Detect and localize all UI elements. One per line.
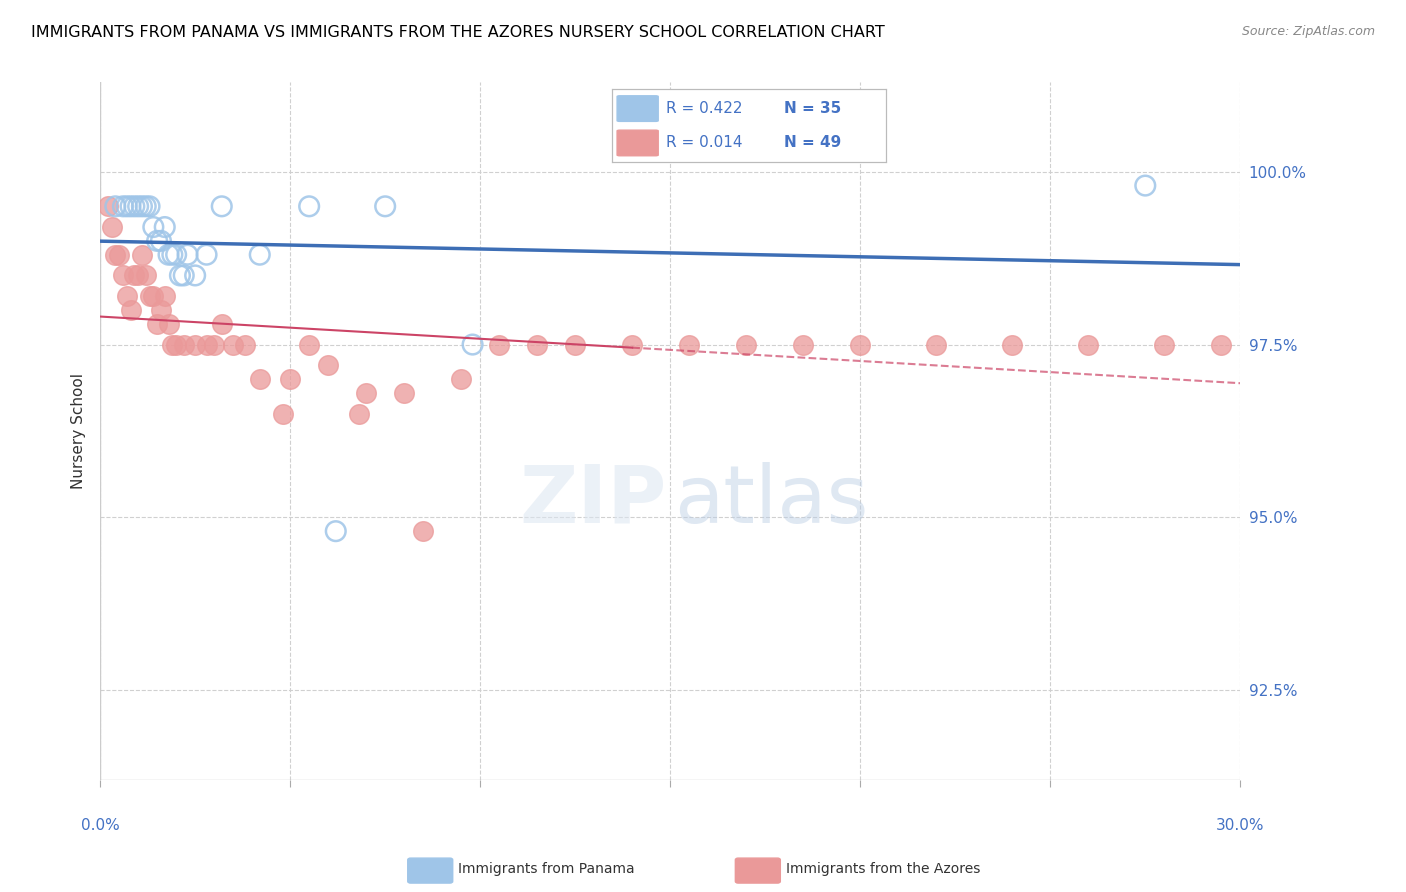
Point	[162, 337, 184, 351]
Point	[1211, 337, 1233, 351]
Point	[100, 220, 122, 235]
Point	[450, 372, 472, 386]
Point	[488, 337, 510, 351]
Point	[146, 317, 169, 331]
Point	[184, 268, 207, 283]
Point	[1153, 337, 1175, 351]
Text: N = 35: N = 35	[785, 101, 842, 116]
FancyBboxPatch shape	[617, 130, 658, 156]
Point	[149, 303, 172, 318]
Point	[138, 289, 160, 303]
Point	[202, 337, 225, 351]
Point	[104, 248, 127, 262]
Point	[157, 317, 180, 331]
Point	[849, 337, 872, 351]
Point	[169, 268, 191, 283]
Point	[298, 199, 321, 213]
Text: Immigrants from Panama: Immigrants from Panama	[458, 862, 636, 876]
Point	[1077, 337, 1099, 351]
Point	[104, 199, 127, 213]
Text: Source: ZipAtlas.com: Source: ZipAtlas.com	[1241, 25, 1375, 38]
Point	[412, 524, 434, 538]
Point	[925, 337, 948, 351]
Point	[157, 248, 180, 262]
Point	[135, 268, 157, 283]
Point	[153, 289, 176, 303]
Point	[165, 337, 187, 351]
Point	[124, 268, 146, 283]
Point	[146, 234, 169, 248]
Point	[153, 220, 176, 235]
Point	[195, 248, 218, 262]
Point	[354, 386, 377, 401]
Text: atlas: atlas	[673, 462, 868, 540]
Point	[392, 386, 415, 401]
Point	[325, 524, 347, 538]
Point	[142, 289, 165, 303]
Point	[111, 199, 134, 213]
Point	[621, 337, 644, 351]
Point	[173, 268, 195, 283]
Point	[111, 268, 134, 283]
Text: ZIP: ZIP	[520, 462, 666, 540]
Point	[347, 407, 370, 421]
Point	[108, 248, 131, 262]
Text: Immigrants from the Azores: Immigrants from the Azores	[786, 862, 980, 876]
Point	[165, 248, 187, 262]
Point	[97, 199, 120, 213]
Point	[184, 337, 207, 351]
Text: R = 0.422: R = 0.422	[666, 101, 742, 116]
Point	[678, 337, 700, 351]
Point	[131, 248, 153, 262]
Point	[149, 234, 172, 248]
Point	[374, 199, 396, 213]
Text: 30.0%: 30.0%	[1216, 818, 1264, 833]
Point	[1001, 337, 1024, 351]
Point	[115, 289, 138, 303]
Point	[222, 337, 245, 351]
Point	[461, 337, 484, 351]
Text: IMMIGRANTS FROM PANAMA VS IMMIGRANTS FROM THE AZORES NURSERY SCHOOL CORRELATION : IMMIGRANTS FROM PANAMA VS IMMIGRANTS FRO…	[31, 25, 884, 40]
Point	[526, 337, 548, 351]
Point	[249, 372, 271, 386]
Text: R = 0.014: R = 0.014	[666, 135, 742, 150]
Point	[142, 220, 165, 235]
Point	[115, 199, 138, 213]
Point	[127, 199, 149, 213]
Point	[249, 248, 271, 262]
Point	[316, 359, 339, 373]
Point	[1135, 178, 1157, 193]
Text: N = 49: N = 49	[785, 135, 842, 150]
Point	[211, 317, 233, 331]
Point	[176, 248, 198, 262]
Point	[271, 407, 294, 421]
Point	[173, 337, 195, 351]
Point	[135, 199, 157, 213]
Text: 0.0%: 0.0%	[80, 818, 120, 833]
Point	[120, 303, 142, 318]
Point	[735, 337, 758, 351]
Y-axis label: Nursery School: Nursery School	[72, 373, 86, 489]
Point	[162, 248, 184, 262]
Point	[564, 337, 586, 351]
Point	[120, 199, 142, 213]
Point	[792, 337, 814, 351]
Point	[195, 337, 218, 351]
Point	[127, 268, 149, 283]
Point	[138, 199, 160, 213]
Point	[233, 337, 256, 351]
Point	[131, 199, 153, 213]
Point	[298, 337, 321, 351]
Point	[124, 199, 146, 213]
Point	[278, 372, 301, 386]
Point	[211, 199, 233, 213]
FancyBboxPatch shape	[617, 95, 658, 121]
